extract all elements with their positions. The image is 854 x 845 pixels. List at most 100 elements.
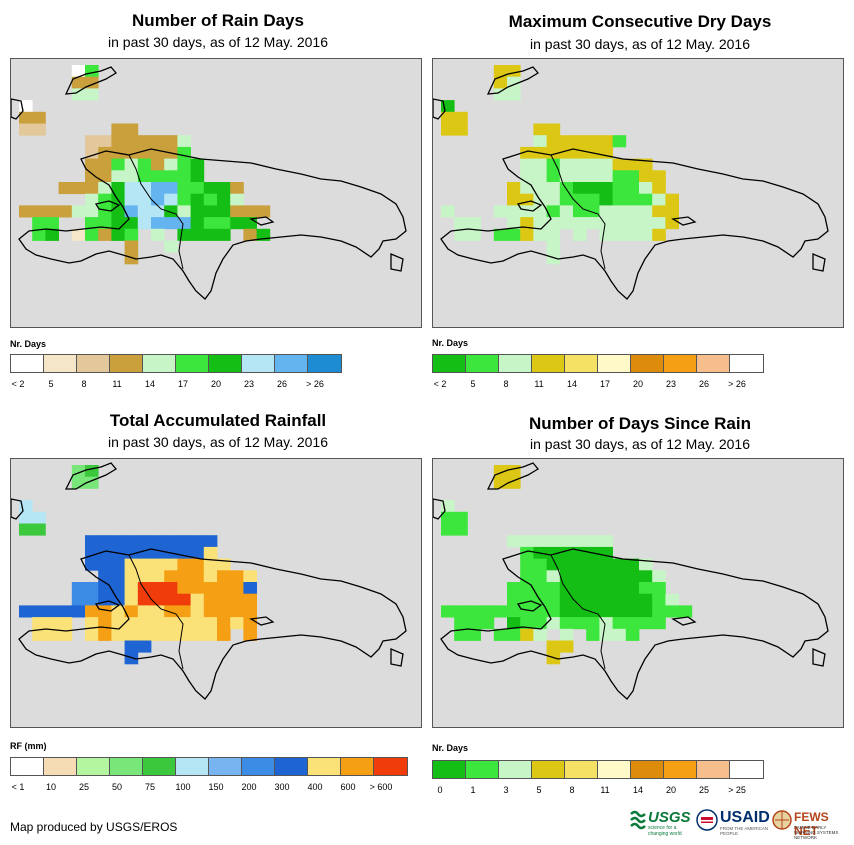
grid-cell: [203, 558, 218, 571]
legend-label: 17: [599, 379, 611, 389]
grid-cell: [599, 535, 613, 548]
legend-swatch: [44, 758, 77, 775]
grid-cell: [546, 617, 561, 630]
grid-cell: [124, 205, 139, 218]
grid-cell: [217, 628, 231, 641]
grid-cell: [151, 593, 165, 606]
grid-cell: [243, 205, 257, 218]
grid-cell: [441, 511, 455, 524]
grid-cell: [507, 205, 521, 218]
grid-cell: [85, 135, 99, 148]
grid-cell: [493, 205, 508, 218]
grid-cell: [164, 570, 178, 583]
grid-cell: [137, 628, 152, 641]
legend-label: 14: [144, 379, 156, 389]
grid-cell: [98, 193, 112, 206]
grid-cell: [599, 228, 613, 241]
grid-cell: [441, 123, 455, 136]
grid-cell: [164, 158, 178, 171]
map-grid: [433, 65, 829, 300]
grid-cell: [546, 123, 561, 136]
grid-cell: [45, 205, 59, 218]
grid-cell: [124, 640, 139, 653]
grid-cell: [124, 170, 139, 183]
panel-days-since-rain: Number of Days Since Rain in past 30 day…: [430, 402, 850, 802]
legend-label: 0: [437, 785, 443, 795]
grid-cell: [625, 570, 640, 583]
grid-cell: [533, 170, 547, 183]
grid-cell: [625, 170, 640, 183]
grid-cell: [111, 158, 125, 171]
grid-cell: [454, 511, 468, 524]
legend-swatch: [308, 355, 341, 372]
grid-cell: [652, 617, 666, 630]
grid-cell: [546, 240, 561, 253]
grid-cell: [98, 605, 112, 618]
grid-cell: [151, 628, 165, 641]
grid-cell: [32, 228, 46, 241]
grid-cell: [586, 193, 600, 206]
grid-cell: [559, 628, 574, 641]
grid-cell: [190, 570, 205, 583]
grid-cell: [639, 205, 653, 218]
grid-cell: [98, 146, 112, 159]
grid-cell: [203, 228, 218, 241]
grid-cell: [19, 605, 33, 618]
grid-cell: [85, 617, 99, 630]
legend-swatch: [110, 355, 143, 372]
grid-cell: [111, 582, 125, 595]
grid-cell: [612, 135, 627, 148]
legend-swatch: [176, 355, 209, 372]
grid-cell: [203, 217, 218, 230]
coastline: [11, 66, 407, 300]
grid-cells: [19, 65, 271, 265]
grid-cell: [124, 146, 139, 159]
legend-label: 1: [470, 785, 476, 795]
grid-cell: [573, 135, 587, 148]
grid-cell: [573, 228, 587, 241]
grid-cell: [190, 617, 205, 630]
grid-cell: [32, 111, 46, 124]
grid-cell: [454, 605, 468, 618]
legend-label: 8: [81, 379, 87, 389]
grid-cell: [230, 217, 244, 230]
panel-title: Number of Rain Days: [132, 11, 304, 30]
grid-cell: [45, 628, 59, 641]
grid-cell: [612, 582, 627, 595]
grid-cell: [19, 123, 33, 136]
grid-cell: [111, 182, 125, 195]
grid-cell: [467, 628, 481, 641]
grid-cell: [467, 617, 481, 630]
grid-cell: [203, 205, 218, 218]
panel-title: Maximum Consecutive Dry Days: [508, 12, 772, 31]
grid-cell: [85, 628, 99, 641]
grid-cell: [137, 605, 152, 618]
grid-cell: [203, 546, 218, 559]
grid-cell: [652, 182, 666, 195]
coastline: [433, 462, 829, 700]
legend-label: 20: [210, 379, 222, 389]
grid-cell: [203, 605, 218, 618]
grid-cell: [639, 605, 653, 618]
grid-cell: [559, 158, 574, 171]
grid-cell: [151, 570, 165, 583]
grid-cell: [546, 193, 561, 206]
legend-label: 26: [698, 379, 710, 389]
legend-label: 14: [632, 785, 644, 795]
usaid-seal-icon: [696, 809, 718, 831]
grid-cell: [612, 217, 627, 230]
grid-cell: [559, 170, 574, 183]
grid-cell: [520, 158, 534, 171]
grid-cell: [217, 593, 231, 606]
grid-cell: [493, 228, 508, 241]
grid-cell: [573, 170, 587, 183]
grid-cell: [164, 535, 178, 548]
grid-cell: [177, 593, 191, 606]
grid-cell: [71, 228, 86, 241]
grid-cell: [573, 546, 587, 559]
grid-cell: [177, 170, 191, 183]
map-grid: [11, 65, 407, 300]
grid-cell: [546, 582, 561, 595]
grid-cell: [58, 182, 73, 195]
grid-cell: [520, 546, 534, 559]
